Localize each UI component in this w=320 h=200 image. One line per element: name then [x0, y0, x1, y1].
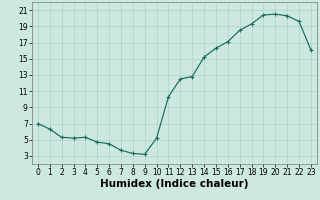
X-axis label: Humidex (Indice chaleur): Humidex (Indice chaleur): [100, 179, 249, 189]
